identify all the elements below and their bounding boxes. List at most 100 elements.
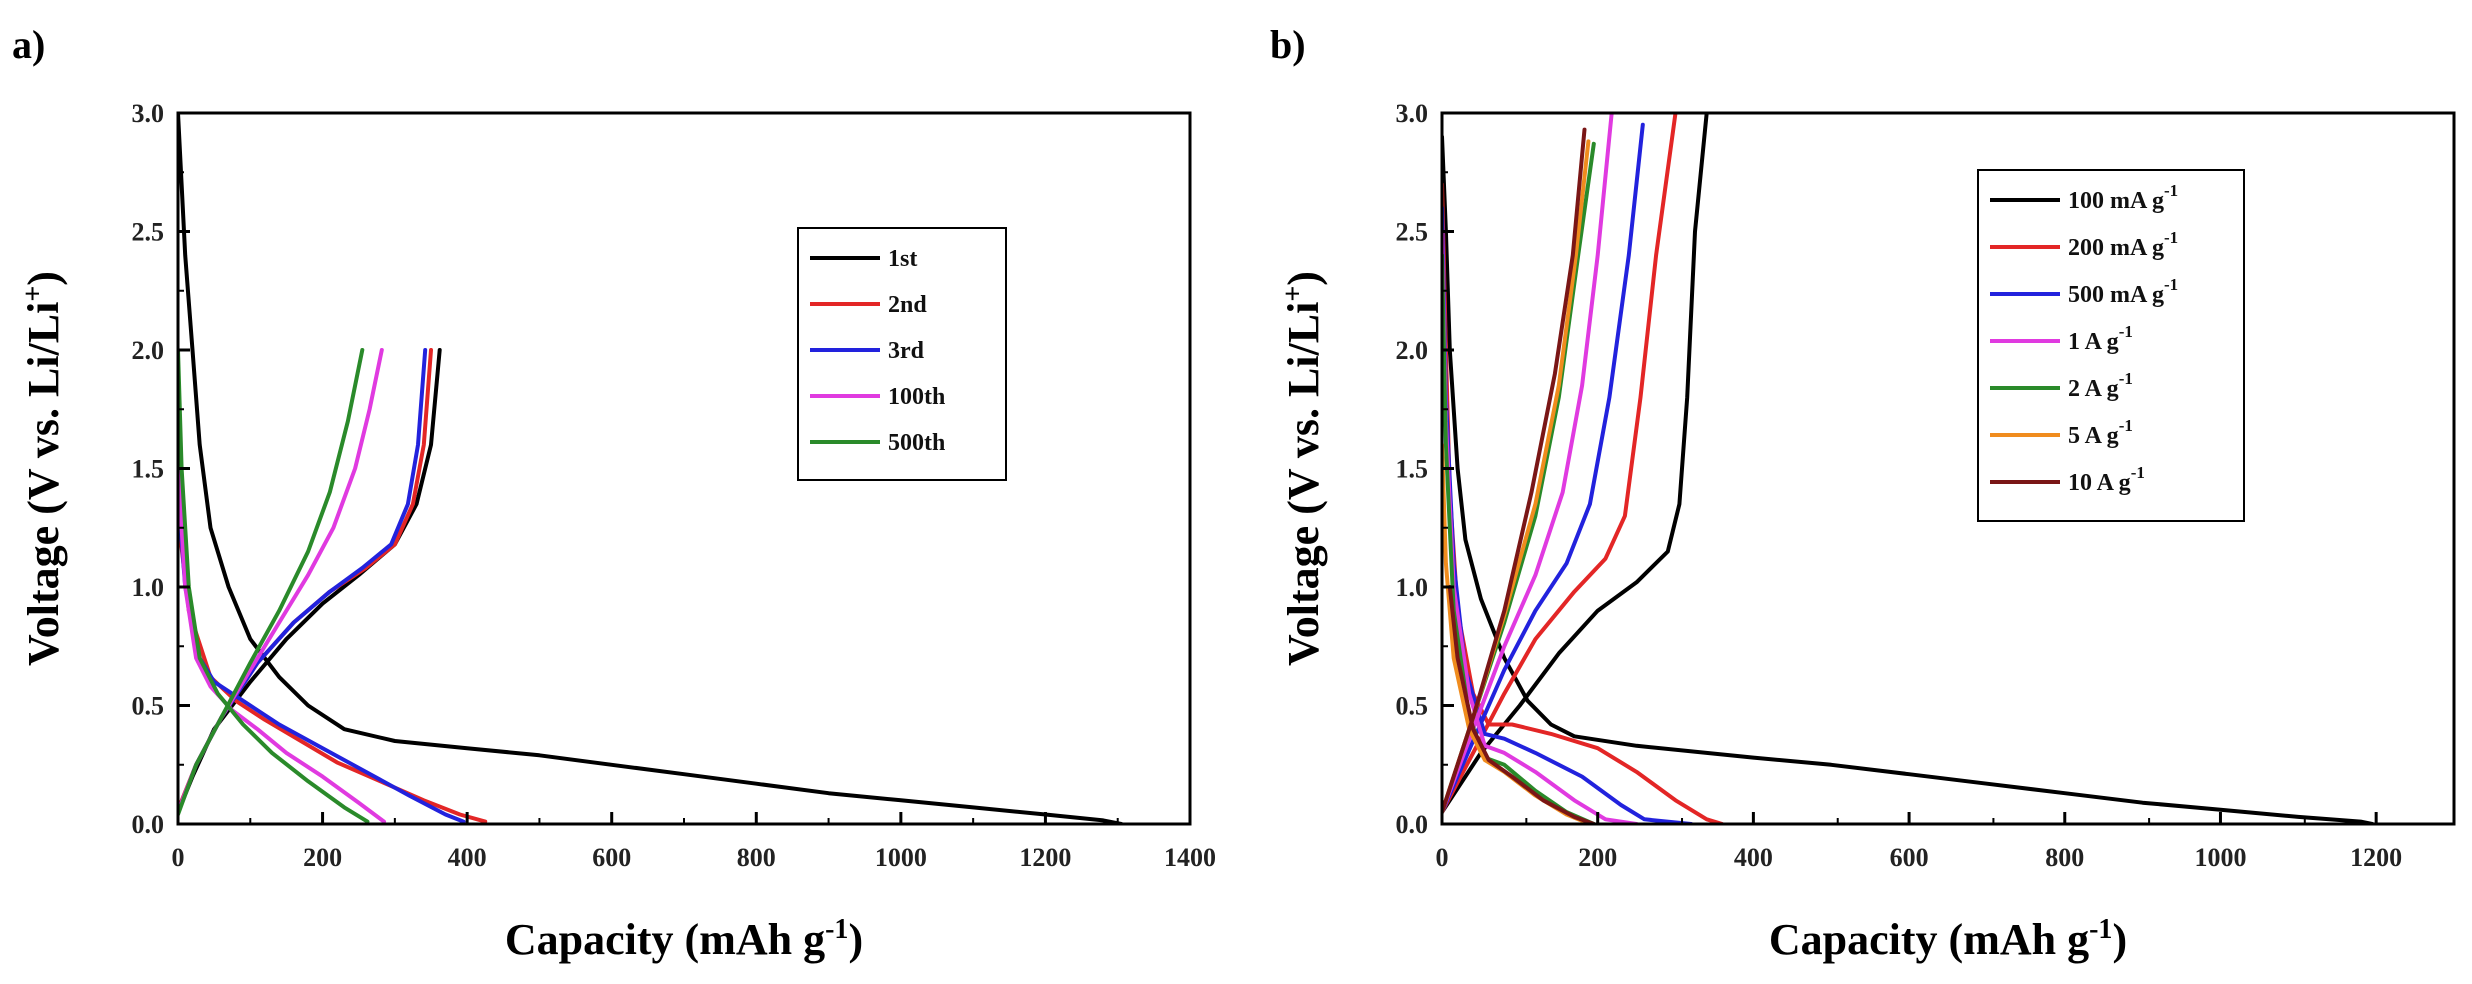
plot-frame bbox=[1440, 111, 2456, 826]
legend: 1st 2nd 3rd 100th 500th bbox=[797, 227, 1007, 481]
label-close: ) bbox=[19, 271, 68, 286]
x-tick-label: 1400 bbox=[1164, 843, 1216, 872]
x-tick-label: 400 bbox=[1734, 843, 1773, 872]
x-tick-label: 800 bbox=[737, 843, 776, 872]
x-tick-label: 800 bbox=[2045, 843, 2084, 872]
panel-label: a) bbox=[12, 22, 45, 67]
y-axis-title: Voltage (V vs. Li/Li+) bbox=[18, 271, 68, 666]
series-line-3rd bbox=[178, 490, 466, 824]
x-tick-label: 1200 bbox=[1019, 843, 1071, 872]
legend-superscript: -1 bbox=[2131, 463, 2145, 482]
y-tick-label: 3.0 bbox=[1396, 99, 1429, 128]
legend-entry: 100th bbox=[888, 384, 945, 410]
legend-entry: 500th bbox=[888, 430, 945, 456]
label-superscript: -1 bbox=[2089, 914, 2112, 945]
label-close: ) bbox=[1279, 271, 1328, 286]
legend-superscript: -1 bbox=[2119, 369, 2133, 388]
label-superscript: -1 bbox=[825, 914, 848, 945]
legend-entry: 10 A g-1 bbox=[2068, 463, 2145, 496]
label-main: Voltage (V vs. Li/Li bbox=[1279, 302, 1328, 666]
series-line-500th bbox=[178, 348, 370, 824]
legend-entry: 2 A g-1 bbox=[2068, 369, 2133, 402]
series-line-1-a-g-1 bbox=[1442, 113, 1614, 815]
x-tick-label: 200 bbox=[1578, 843, 1617, 872]
x-axis-title: Capacity (mAh g-1) bbox=[1769, 914, 2127, 964]
series-line-200-ma-g-1 bbox=[1442, 113, 1678, 815]
legend-entry: 500 mA g-1 bbox=[2068, 275, 2178, 308]
x-tick-label: 1200 bbox=[2350, 843, 2402, 872]
legend-label: 500 mA g bbox=[2068, 282, 2164, 308]
x-tick-label: 1000 bbox=[2194, 843, 2246, 872]
y-tick-label: 0.5 bbox=[1396, 692, 1429, 721]
panel-b: b) 0 200 400 600 800 1000 1200 0.0 0.5 1.0 1.5 2.0 2.… bbox=[1270, 22, 2456, 964]
legend-label: 100th bbox=[888, 384, 945, 410]
legend-label: 10 A g bbox=[2068, 470, 2131, 496]
x-tick-label: 600 bbox=[592, 843, 631, 872]
legend-entry: 3rd bbox=[888, 338, 925, 364]
legend-box bbox=[797, 227, 1007, 481]
legend-entry: 2nd bbox=[888, 292, 927, 318]
y-tick-label: 1.5 bbox=[1396, 455, 1429, 484]
y-tick-label: 2.0 bbox=[132, 336, 165, 365]
series-line-500th bbox=[178, 348, 365, 817]
x-axis-title: Capacity (mAh g-1) bbox=[505, 914, 863, 964]
panel-a: a) 0 200 400 600 800 1000 1200 1400 0.0 0.5 1.0 1.5 2… bbox=[12, 22, 1216, 964]
label-main: Capacity (mAh g bbox=[505, 915, 825, 964]
legend-entry: 1st bbox=[888, 246, 917, 272]
y-tick-label: 0.0 bbox=[1396, 810, 1429, 839]
x-tick-label: 600 bbox=[1890, 843, 1929, 872]
label-main: Capacity (mAh g bbox=[1769, 915, 2089, 964]
legend-superscript: -1 bbox=[2164, 275, 2178, 294]
y-tick-label: 2.5 bbox=[132, 218, 165, 247]
legend-label: 3rd bbox=[888, 338, 925, 364]
series-group bbox=[1442, 113, 2375, 824]
series-line-10-a-g-1 bbox=[1442, 127, 1587, 815]
series-line-10-a-g-1 bbox=[1447, 585, 1596, 824]
x-tick-label: 0 bbox=[172, 843, 185, 872]
legend-label: 5 A g bbox=[2068, 423, 2119, 449]
legend-label: 100 mA g bbox=[2068, 188, 2164, 214]
y-tick-label: 2.0 bbox=[1396, 336, 1429, 365]
x-tick-label: 400 bbox=[448, 843, 487, 872]
legend-label: 1 A g bbox=[2068, 329, 2119, 355]
series-line-100-ma-g-1 bbox=[1442, 134, 2375, 824]
x-tick-label: 0 bbox=[1436, 843, 1449, 872]
legend-label: 2 A g bbox=[2068, 376, 2119, 402]
legend-entry: 1 A g-1 bbox=[2068, 322, 2133, 355]
y-tick-label: 0.5 bbox=[132, 692, 165, 721]
x-tick-label: 200 bbox=[303, 843, 342, 872]
y-tick-label: 2.5 bbox=[1396, 218, 1429, 247]
y-tick-label: 3.0 bbox=[132, 99, 165, 128]
series-line-100-ma-g-1 bbox=[1442, 113, 1709, 815]
legend-box bbox=[1977, 169, 2245, 522]
legend-entry: 200 mA g-1 bbox=[2068, 228, 2178, 261]
label-main: Voltage (V vs. Li/Li bbox=[19, 302, 68, 666]
legend-label: 1st bbox=[888, 246, 917, 272]
legend-superscript: -1 bbox=[2164, 181, 2178, 200]
x-tick-label: 1000 bbox=[875, 843, 927, 872]
legend-entry: 5 A g-1 bbox=[2068, 416, 2133, 449]
label-superscript: + bbox=[18, 286, 49, 302]
legend-superscript: -1 bbox=[2119, 322, 2133, 341]
panel-label: b) bbox=[1270, 22, 1306, 67]
label-close: ) bbox=[848, 915, 863, 964]
y-axis-title: Voltage (V vs. Li/Li+) bbox=[1278, 271, 1328, 666]
legend-superscript: -1 bbox=[2119, 416, 2133, 435]
label-superscript: + bbox=[1278, 286, 1309, 302]
legend-entry: 100 mA g-1 bbox=[2068, 181, 2178, 214]
y-tick-label: 1.5 bbox=[132, 455, 165, 484]
series-line-100th bbox=[178, 466, 386, 824]
legend-label: 2nd bbox=[888, 292, 927, 318]
y-tick-label: 0.0 bbox=[132, 810, 165, 839]
y-tick-label: 1.0 bbox=[132, 573, 165, 602]
y-tick-label: 1.0 bbox=[1396, 573, 1429, 602]
series-line-2nd bbox=[178, 513, 488, 824]
label-close: ) bbox=[2112, 915, 2127, 964]
series-group bbox=[178, 113, 1124, 824]
legend-label: 200 mA g bbox=[2068, 235, 2164, 261]
series-line-1st bbox=[178, 113, 1124, 824]
legend-label: 500th bbox=[888, 430, 945, 456]
legend-superscript: -1 bbox=[2164, 228, 2178, 247]
